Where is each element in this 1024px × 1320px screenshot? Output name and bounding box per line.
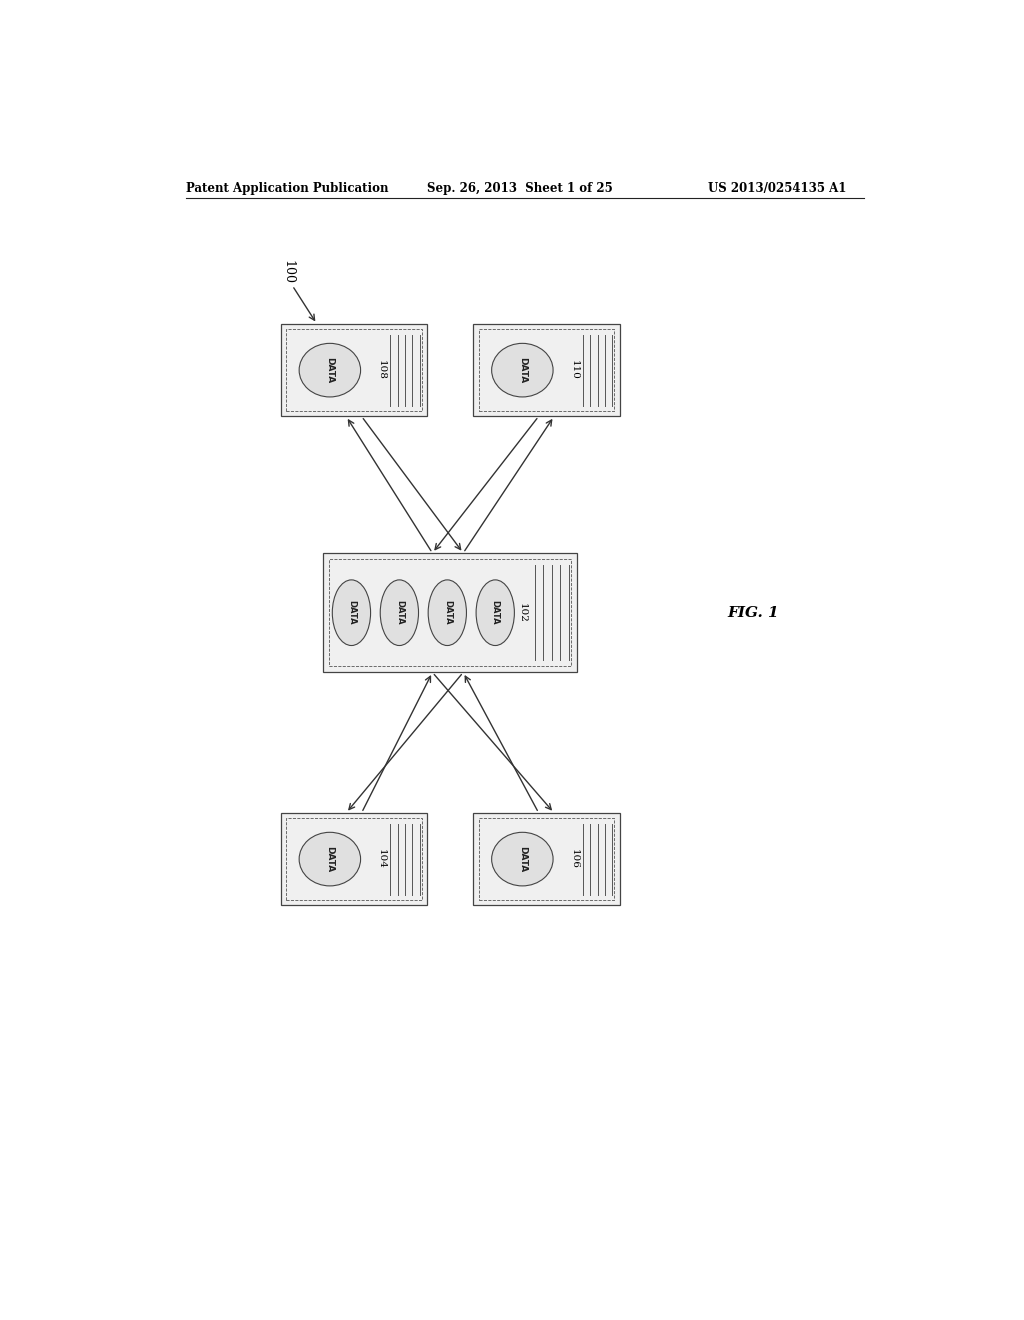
Text: DATA: DATA	[347, 601, 356, 624]
Text: DATA: DATA	[518, 846, 527, 873]
Ellipse shape	[299, 343, 360, 397]
Text: 104: 104	[377, 849, 386, 869]
Bar	[478, 818, 614, 900]
Bar	[330, 560, 571, 667]
Ellipse shape	[380, 579, 419, 645]
Bar	[286, 330, 422, 411]
Text: 102: 102	[518, 603, 527, 623]
Ellipse shape	[492, 833, 553, 886]
Text: 106: 106	[569, 849, 579, 869]
Bar	[281, 813, 427, 906]
Text: DATA: DATA	[326, 846, 335, 873]
Bar	[478, 330, 614, 411]
Bar	[473, 323, 620, 416]
Ellipse shape	[428, 579, 467, 645]
Text: US 2013/0254135 A1: US 2013/0254135 A1	[708, 182, 847, 194]
Bar	[323, 553, 578, 672]
Ellipse shape	[476, 579, 514, 645]
Text: Patent Application Publication: Patent Application Publication	[186, 182, 388, 194]
Text: DATA: DATA	[490, 601, 500, 624]
Text: DATA: DATA	[326, 356, 335, 383]
Ellipse shape	[299, 833, 360, 886]
Bar	[281, 323, 427, 416]
Bar	[286, 818, 422, 900]
Text: 108: 108	[377, 360, 386, 380]
Text: 100: 100	[282, 260, 295, 284]
Text: Sep. 26, 2013  Sheet 1 of 25: Sep. 26, 2013 Sheet 1 of 25	[427, 182, 612, 194]
Text: FIG. 1: FIG. 1	[727, 606, 779, 619]
Text: DATA: DATA	[518, 356, 527, 383]
Text: DATA: DATA	[442, 601, 452, 624]
Bar	[473, 813, 620, 906]
Ellipse shape	[492, 343, 553, 397]
Ellipse shape	[333, 579, 371, 645]
Text: 110: 110	[569, 360, 579, 380]
Text: DATA: DATA	[395, 601, 403, 624]
